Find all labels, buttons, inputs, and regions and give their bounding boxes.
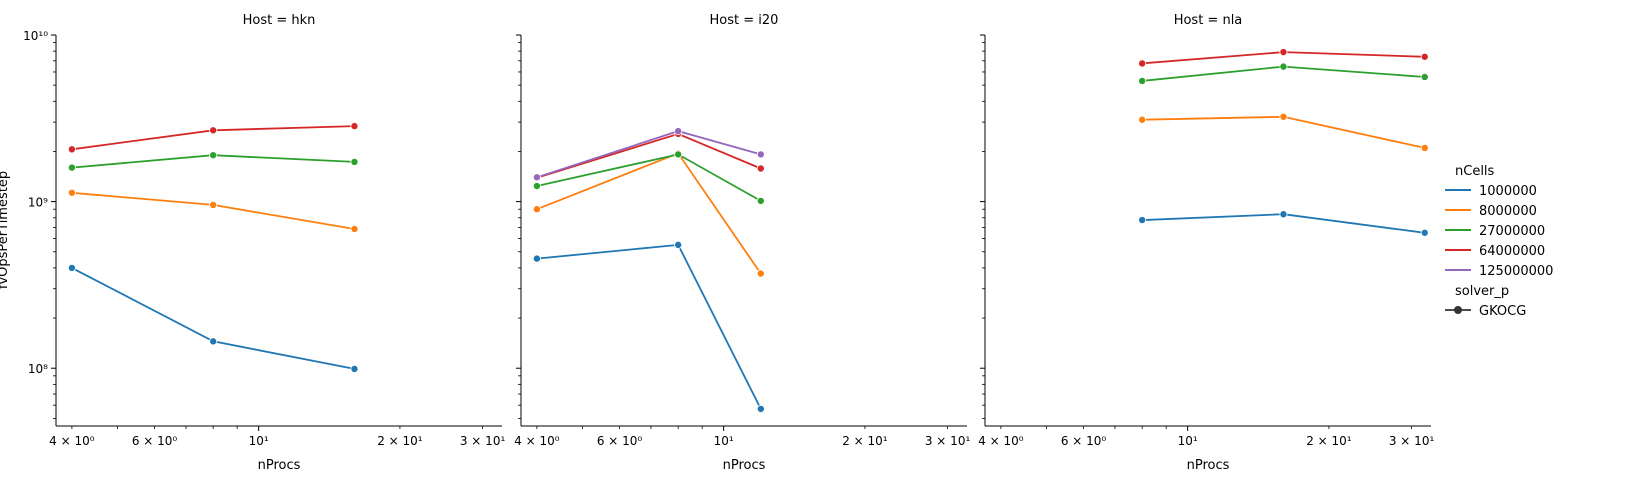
- legend-entry-64000000: 64000000: [1479, 244, 1545, 259]
- data-point-64000000: [1279, 48, 1288, 57]
- y-tick-label: 10⁸: [28, 362, 48, 376]
- x-tick-label: 10¹: [249, 434, 269, 448]
- panel-title: Host = i20: [710, 13, 779, 28]
- data-point-8000000: [1420, 143, 1429, 152]
- data-point-8000000: [350, 224, 359, 233]
- data-point-8000000: [67, 188, 76, 197]
- legend-hue-title: nCells: [1455, 164, 1495, 179]
- panel-title: Host = nla: [1174, 13, 1243, 28]
- data-point-8000000: [1138, 115, 1147, 124]
- series-line-8000000: [71, 191, 355, 230]
- data-point-27000000: [209, 151, 218, 160]
- x-axis-label: nProcs: [258, 458, 301, 473]
- legend-style-entry: GKOCG: [1479, 304, 1526, 319]
- legend-entry-27000000: 27000000: [1479, 224, 1545, 239]
- data-point-27000000: [532, 182, 541, 191]
- data-point-1000000: [209, 337, 218, 346]
- data-point-64000000: [209, 126, 218, 135]
- x-axis-label: nProcs: [1187, 458, 1230, 473]
- legend-entry-125000000: 125000000: [1479, 264, 1553, 279]
- x-tick-label: 6 × 10⁰: [132, 434, 178, 448]
- x-tick-label: 2 × 10¹: [1306, 434, 1352, 448]
- data-point-64000000: [1138, 59, 1147, 68]
- data-point-1000000: [1138, 216, 1147, 225]
- legend-entry-1000000: 1000000: [1479, 184, 1537, 199]
- series-line-1000000: [71, 267, 355, 370]
- data-point-64000000: [350, 122, 359, 131]
- data-point-27000000: [350, 157, 359, 166]
- legend-entry-8000000: 8000000: [1479, 204, 1537, 219]
- data-point-1000000: [756, 404, 765, 413]
- x-tick-label: 3 × 10¹: [1389, 434, 1435, 448]
- data-point-8000000: [209, 200, 218, 209]
- x-tick-label: 2 × 10¹: [842, 434, 888, 448]
- data-point-1000000: [350, 364, 359, 373]
- data-point-1000000: [67, 263, 76, 272]
- x-tick-label: 3 × 10¹: [925, 434, 971, 448]
- legend-style-marker: [1454, 306, 1462, 314]
- y-tick-label: 10¹⁰: [23, 29, 48, 43]
- data-point-8000000: [1279, 112, 1288, 121]
- x-axis-label: nProcs: [723, 458, 766, 473]
- chart-panel-2: Host = nla 4 × 10⁰ 6 × 10⁰ 10¹ 2 × 10¹ 3 × 10…: [978, 13, 1434, 473]
- data-point-125000000: [674, 127, 683, 136]
- chart-legend: nCells 1000000 8000000 27000000 64000000 1250…: [1445, 164, 1553, 319]
- data-point-64000000: [756, 164, 765, 173]
- y-axis-label: fvOpsPerTimestep: [0, 171, 11, 289]
- data-point-1000000: [674, 240, 683, 249]
- data-point-125000000: [756, 150, 765, 159]
- data-point-64000000: [1420, 52, 1429, 61]
- panel-title: Host = hkn: [243, 13, 316, 28]
- data-point-27000000: [1138, 76, 1147, 85]
- data-point-27000000: [67, 163, 76, 172]
- legend-style-title: solver_p: [1455, 284, 1509, 299]
- data-point-1000000: [1420, 228, 1429, 237]
- x-tick-label: 10¹: [714, 434, 734, 448]
- x-tick-label: 2 × 10¹: [377, 434, 423, 448]
- series-line-27000000: [536, 153, 762, 202]
- x-tick-label: 4 × 10⁰: [49, 434, 95, 448]
- data-point-27000000: [1420, 72, 1429, 81]
- data-point-27000000: [1279, 62, 1288, 71]
- x-tick-label: 3 × 10¹: [460, 434, 506, 448]
- data-point-1000000: [532, 254, 541, 263]
- series-line-8000000: [1142, 115, 1425, 149]
- data-point-64000000: [67, 145, 76, 154]
- y-tick-label: 10⁹: [28, 196, 48, 210]
- series-line-1000000: [536, 243, 762, 410]
- x-tick-label: 4 × 10⁰: [514, 434, 560, 448]
- data-point-27000000: [674, 150, 683, 159]
- x-tick-label: 10¹: [1178, 434, 1198, 448]
- data-point-8000000: [532, 205, 541, 214]
- data-point-8000000: [756, 269, 765, 278]
- chart-panel-0: Host = hkn 10⁸ 10⁹ 10¹⁰ 4 × 10⁰ 6 × 10⁰ 10¹ 2 ×…: [23, 13, 505, 473]
- chart-panels: Host = hkn 10⁸ 10⁹ 10¹⁰ 4 × 10⁰ 6 × 10⁰ 10¹ 2 ×…: [23, 13, 1434, 473]
- data-point-27000000: [756, 196, 765, 205]
- x-tick-label: 6 × 10⁰: [1061, 434, 1107, 448]
- data-point-125000000: [532, 173, 541, 182]
- data-point-1000000: [1279, 210, 1288, 219]
- chart-panel-1: Host = i20 4 × 10⁰ 6 × 10⁰ 10¹ 2 × 10¹ 3 × 10…: [514, 13, 970, 473]
- x-tick-label: 6 × 10⁰: [597, 434, 643, 448]
- x-tick-label: 4 × 10⁰: [978, 434, 1024, 448]
